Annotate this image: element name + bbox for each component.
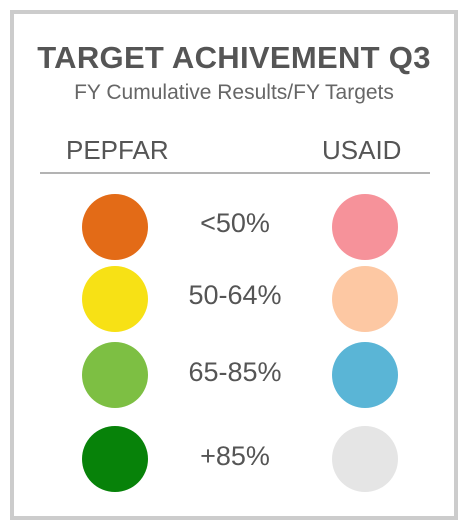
pepfar-column-header: PEPFAR — [66, 135, 169, 165]
legend-title: TARGET ACHIVEMENT Q3 — [37, 40, 431, 75]
range-label-below-50: <50% — [200, 208, 270, 238]
pepfar-dot-below-50 — [82, 194, 148, 260]
usaid-dot-65-85 — [332, 342, 398, 408]
usaid-dot-below-50 — [332, 194, 398, 260]
usaid-dot-above-85 — [332, 426, 398, 492]
usaid-dot-50-64 — [332, 266, 398, 332]
pepfar-dot-above-85 — [82, 426, 148, 492]
range-label-above-85: +85% — [200, 441, 270, 471]
legend-subtitle: FY Cumulative Results/FY Targets — [74, 81, 394, 104]
usaid-column-header: USAID — [322, 135, 402, 165]
pepfar-dot-65-85 — [82, 342, 148, 408]
pepfar-dot-50-64 — [82, 266, 148, 332]
range-label-65-85: 65-85% — [188, 357, 282, 387]
range-label-50-64: 50-64% — [188, 280, 282, 310]
header-divider — [40, 172, 430, 174]
legend-panel: TARGET ACHIVEMENT Q3 FY Cumulative Resul… — [10, 10, 458, 520]
